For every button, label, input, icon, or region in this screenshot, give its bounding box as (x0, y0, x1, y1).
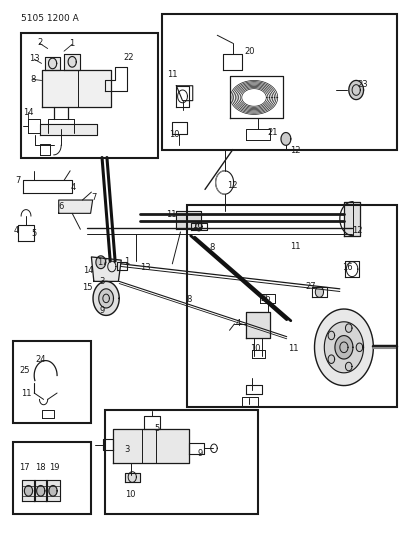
Polygon shape (99, 289, 113, 308)
Text: 12: 12 (227, 181, 238, 190)
Polygon shape (345, 324, 351, 333)
Text: 11: 11 (287, 344, 297, 353)
Polygon shape (280, 133, 290, 146)
Polygon shape (345, 362, 351, 371)
Text: 14: 14 (83, 266, 94, 275)
Polygon shape (348, 80, 363, 100)
Text: 22: 22 (123, 53, 133, 61)
Text: 8: 8 (209, 244, 214, 253)
Text: 3: 3 (124, 446, 129, 455)
Text: 16: 16 (341, 263, 352, 272)
Polygon shape (25, 486, 32, 496)
Text: 9: 9 (99, 305, 104, 314)
Polygon shape (93, 281, 119, 316)
Text: 17: 17 (19, 463, 29, 472)
Polygon shape (91, 257, 121, 281)
Text: 18: 18 (34, 463, 45, 472)
Text: 14: 14 (23, 108, 34, 117)
Text: 12: 12 (351, 226, 362, 235)
Text: 5: 5 (31, 229, 37, 238)
Text: 13: 13 (29, 54, 39, 62)
Text: 6: 6 (58, 203, 64, 212)
Text: 20: 20 (244, 47, 254, 55)
Text: 2: 2 (37, 38, 43, 47)
Bar (162, 14, 396, 150)
Text: 17: 17 (97, 258, 107, 266)
Polygon shape (324, 322, 363, 373)
Text: 4: 4 (235, 319, 240, 328)
Text: 24: 24 (36, 355, 46, 364)
Text: 10: 10 (249, 344, 259, 353)
Text: 19: 19 (49, 463, 60, 472)
Polygon shape (113, 429, 188, 463)
Text: 5105 1200 A: 5105 1200 A (21, 14, 79, 23)
Polygon shape (36, 486, 45, 496)
Polygon shape (64, 54, 80, 70)
Polygon shape (96, 256, 106, 269)
Polygon shape (355, 343, 362, 352)
Text: 4: 4 (13, 226, 19, 235)
Polygon shape (46, 480, 59, 502)
Polygon shape (125, 473, 139, 482)
Text: 21: 21 (267, 128, 277, 137)
Polygon shape (315, 287, 323, 297)
Bar (13, 341, 90, 423)
Polygon shape (343, 201, 360, 236)
Polygon shape (68, 56, 76, 67)
Text: 26: 26 (260, 294, 270, 303)
Polygon shape (39, 124, 97, 135)
Text: 5: 5 (154, 424, 159, 433)
Text: 15: 15 (82, 283, 92, 292)
Text: 27: 27 (304, 282, 315, 291)
Text: 1: 1 (70, 39, 75, 48)
Text: 1: 1 (124, 257, 129, 265)
Polygon shape (58, 200, 92, 213)
Text: 3: 3 (99, 277, 104, 286)
Polygon shape (45, 56, 60, 70)
Polygon shape (245, 312, 270, 338)
Polygon shape (327, 331, 334, 340)
Polygon shape (195, 222, 202, 231)
Bar (105, 410, 258, 514)
Text: 11: 11 (166, 70, 177, 78)
Bar (13, 442, 90, 514)
Polygon shape (327, 355, 334, 364)
Text: 9: 9 (197, 449, 202, 458)
Polygon shape (334, 336, 352, 359)
Polygon shape (49, 486, 57, 496)
Text: 23: 23 (356, 80, 367, 89)
Polygon shape (176, 211, 200, 229)
Text: 10: 10 (125, 489, 135, 498)
Bar (186, 205, 396, 407)
Text: 4: 4 (71, 183, 76, 192)
Text: 11: 11 (21, 389, 31, 398)
Text: 13: 13 (140, 263, 151, 272)
Bar (21, 33, 157, 158)
Text: 8: 8 (187, 295, 192, 304)
Text: 8: 8 (30, 75, 35, 84)
Polygon shape (22, 480, 35, 502)
Text: 7: 7 (15, 176, 20, 185)
Text: 10: 10 (169, 130, 179, 139)
Text: 11: 11 (290, 242, 300, 251)
Polygon shape (41, 70, 111, 107)
Polygon shape (314, 309, 373, 385)
Text: 12: 12 (290, 146, 300, 155)
Text: 25: 25 (19, 366, 29, 375)
Polygon shape (34, 480, 47, 502)
Text: 16: 16 (192, 221, 202, 230)
Text: 7: 7 (91, 193, 96, 202)
Text: 11: 11 (166, 210, 176, 219)
Polygon shape (48, 58, 56, 69)
